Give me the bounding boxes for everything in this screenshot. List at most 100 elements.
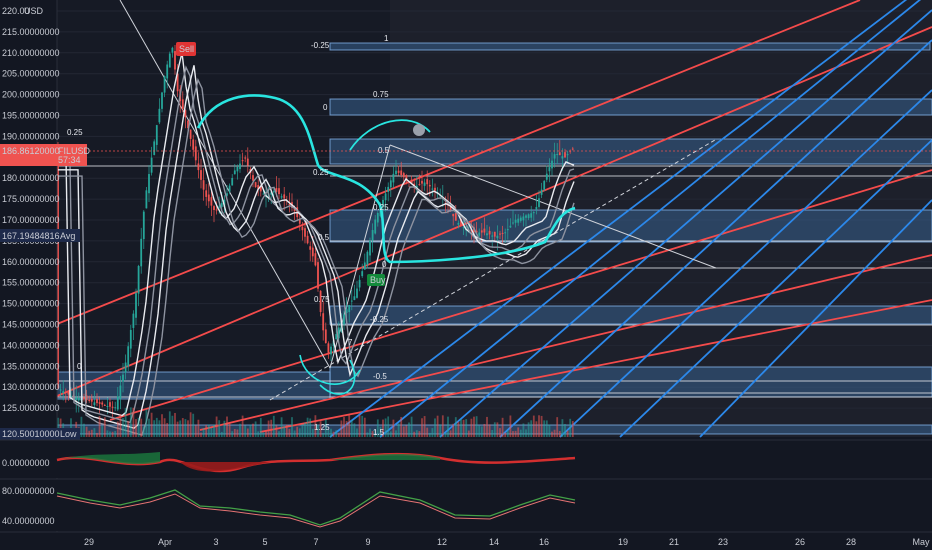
volume-bar [109,431,111,437]
volume-bar [145,409,148,437]
candle-body [148,174,150,194]
volume-bar [213,424,215,437]
candle-body [345,309,348,314]
candle-body [545,173,548,180]
candle-body [109,402,111,407]
volume-bar [551,431,553,437]
candle-body [194,146,197,161]
candle-body [382,199,384,208]
volume-bar [192,413,195,437]
volume-bar [548,424,551,437]
candle-body [145,190,148,209]
candle-body [262,193,265,195]
fib-label: -0.5 [373,372,387,381]
candle-body [499,233,501,235]
volume-bar [561,419,564,437]
candle-body [101,402,104,405]
candle-body [324,329,327,344]
current-price-countdown: 57:34 [58,155,81,165]
volume-bar [239,423,241,437]
volume-bar [259,418,262,437]
volume-bar [369,428,371,437]
candle-body [168,53,171,68]
candle-body [397,170,400,173]
candle-body [348,304,351,313]
volume-bar [210,428,213,437]
candle-body [132,313,135,328]
time-axis-label: 12 [437,537,447,547]
candle-body [457,222,460,225]
oscillator-1-axis-label: 0.00000000 [2,458,50,468]
candle-body [462,227,465,229]
red-channel-line [56,26,932,397]
price-axis-label: 210.00000000 [2,48,60,58]
sell-tag [176,42,196,56]
candle-body [460,218,462,226]
candle-body [358,279,361,288]
current-price-value: 186.86120000 [2,146,60,156]
red-channel-line [109,169,932,421]
low-price-label: Low [60,429,77,439]
candle-body [330,346,332,355]
volume-bar [374,429,377,437]
volume-bar [83,423,85,437]
volume-bar [311,428,314,437]
candle-body [504,232,507,234]
volume-bar [176,421,179,437]
volume-bar [408,422,410,437]
candle-body [400,170,403,176]
time-axis-label: 7 [313,537,318,547]
candle-body [202,180,205,190]
volume-bar [376,419,379,437]
price-axis-label: 160.00000000 [2,257,60,267]
candle-body [376,212,379,223]
volume-bar [80,416,83,437]
candle-body [454,213,457,221]
candle-body [540,189,543,195]
candle-body [405,175,408,180]
candle-body [512,222,514,224]
volume-bar [543,420,546,437]
volume-bar [202,428,205,437]
volume-bar [431,428,434,437]
volume-bar [436,415,439,437]
volume-bar [449,430,452,437]
volume-bar [249,424,252,437]
candle-body [75,397,78,401]
candle-body [200,170,202,180]
candle-body [189,129,192,139]
candle-body [93,402,96,406]
price-axis-label: 215.00000000 [2,27,60,37]
candle-body [259,185,262,192]
volume-bar [181,418,184,437]
candle-body [270,192,273,195]
volume-bar [395,430,397,437]
time-axis-label: 23 [718,537,728,547]
candle-body [176,73,179,92]
volume-bar [345,420,348,437]
candle-body [184,110,187,118]
volume-bar [337,432,340,437]
volume-bar [127,420,130,437]
candle-body [475,230,478,233]
candle-body [62,391,65,394]
fib-zone [329,98,932,116]
volume-bar [148,418,150,437]
candle-body [96,399,98,404]
candle-body [88,399,91,401]
volume-bar [101,425,104,437]
moving-average-line [58,52,575,417]
candle-body [161,92,163,109]
candle-body [192,139,195,150]
blue-fan-line [439,9,932,438]
volume-bar [566,430,569,437]
volume-bar [473,416,475,437]
candle-body [426,179,429,185]
candle-body [509,225,512,228]
candle-body [197,163,200,171]
candle-body [421,180,423,184]
candle-body [64,391,67,393]
candle-body [215,209,218,211]
